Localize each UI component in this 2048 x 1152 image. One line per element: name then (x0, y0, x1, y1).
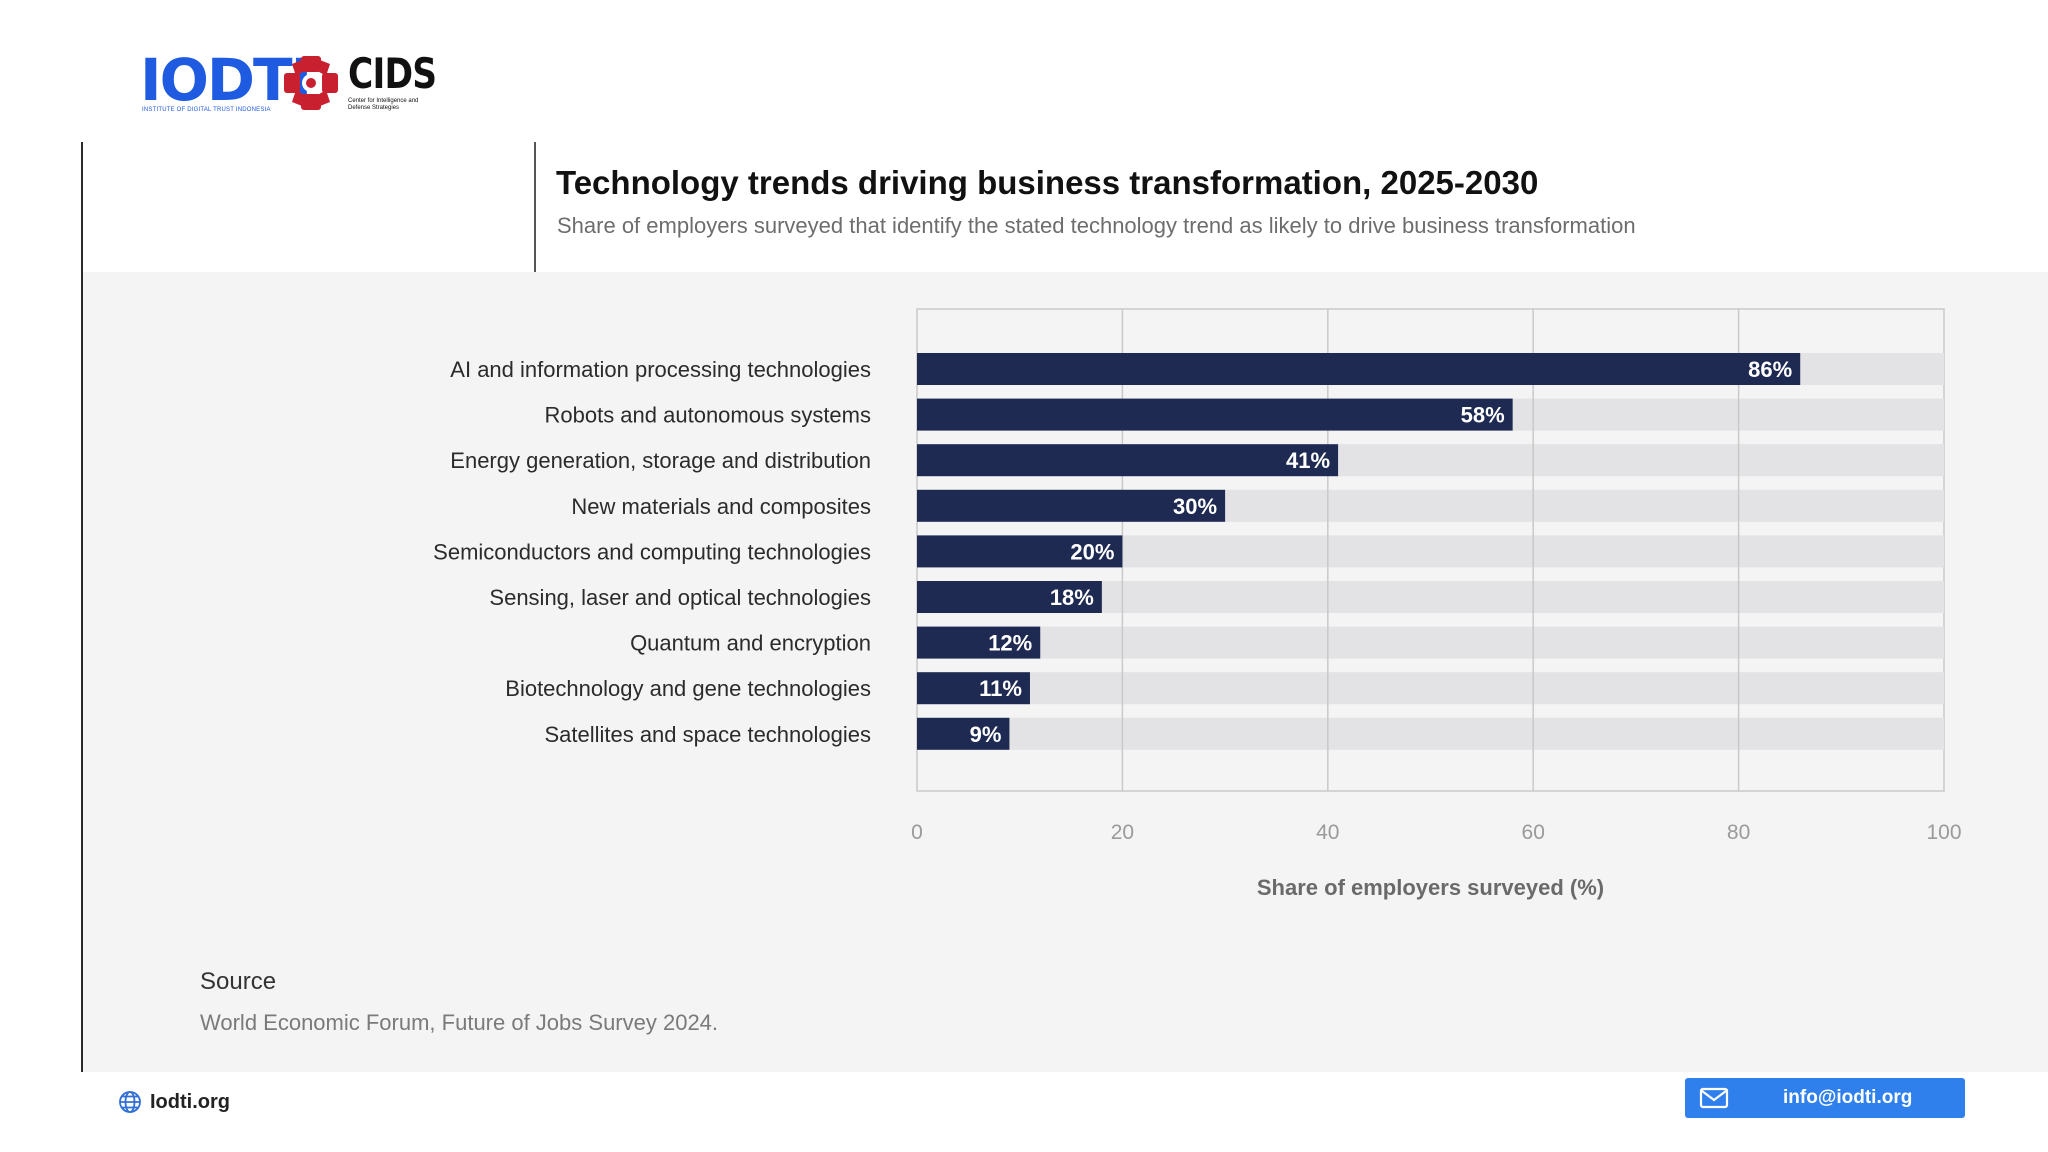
data-label: 30% (1173, 494, 1217, 519)
category-label: New materials and composites (571, 494, 871, 519)
iodti-logo-word: IODTI (140, 46, 312, 114)
bar (917, 535, 1123, 568)
cids-emblem-icon (284, 56, 338, 110)
footer-website-text: Iodti.org (150, 1090, 230, 1113)
bar-chart: AI and information processing technologi… (433, 308, 1962, 900)
iodti-logo: IODTI INSTITUTE OF DIGITAL TRUST INDONES… (140, 48, 312, 114)
bar (917, 581, 1102, 613)
left-divider (81, 142, 83, 1072)
data-label: 20% (1070, 539, 1114, 564)
cids-logo: CIDS Center for Intelligence and Defense… (348, 49, 437, 116)
data-label: 12% (988, 631, 1032, 656)
data-label: 11% (979, 676, 1022, 701)
category-label: Quantum and encryption (630, 631, 871, 656)
data-label: 86% (1748, 357, 1792, 382)
x-tick-label: 0 (911, 821, 923, 844)
category-label: Satellites and space technologies (544, 722, 871, 747)
category-label: Robots and autonomous systems (544, 403, 871, 428)
title-divider (534, 142, 536, 272)
chart-title: Technology trends driving business trans… (556, 164, 1539, 201)
category-label: Semiconductors and computing technologie… (433, 539, 871, 564)
cids-logo-word: CIDS (348, 49, 437, 98)
bar (917, 489, 1226, 522)
x-tick-label: 20 (1111, 821, 1134, 844)
data-label: 18% (1050, 585, 1094, 610)
bar-track (917, 672, 1944, 705)
category-label: Biotechnology and gene technologies (505, 676, 871, 701)
bar (917, 626, 1041, 659)
category-label: Energy generation, storage and distribut… (450, 448, 871, 473)
bar (917, 353, 1801, 385)
chart-subtitle: Share of employers surveyed that identif… (557, 213, 1636, 238)
source-label: Source (200, 968, 277, 995)
x-tick-label: 40 (1316, 821, 1339, 844)
bar (917, 717, 1010, 750)
iodti-logo-tagline: INSTITUTE OF DIGITAL TRUST INDONESIA (142, 107, 271, 113)
bar (917, 444, 1339, 477)
data-label: 58% (1461, 403, 1505, 428)
x-tick-label: 100 (1926, 821, 1961, 844)
footer-email-text: info@iodti.org (1783, 1087, 1913, 1108)
data-label: 41% (1286, 448, 1330, 473)
bar-track (917, 717, 1944, 750)
footer-email-button[interactable]: info@iodti.org (1685, 1078, 1965, 1118)
cids-logo-tagline: Center for Intelligence and Defense Stra… (348, 98, 419, 111)
x-tick-label: 80 (1727, 821, 1750, 844)
bar (917, 672, 1030, 705)
x-axis-title: Share of employers surveyed (%) (1257, 875, 1604, 900)
globe-icon (119, 1091, 141, 1113)
category-label: AI and information processing technologi… (450, 357, 871, 382)
source-text: World Economic Forum, Future of Jobs Sur… (200, 1010, 719, 1035)
footer-website[interactable]: Iodti.org (118, 1088, 230, 1116)
x-tick-label: 60 (1522, 821, 1545, 844)
bar-track (917, 626, 1944, 659)
data-label: 9% (970, 722, 1002, 747)
mail-icon (1699, 1087, 1729, 1109)
chart-panel: AI and information processing technologi… (83, 272, 2048, 1072)
category-label: Sensing, laser and optical technologies (489, 585, 871, 610)
bar (917, 398, 1513, 431)
